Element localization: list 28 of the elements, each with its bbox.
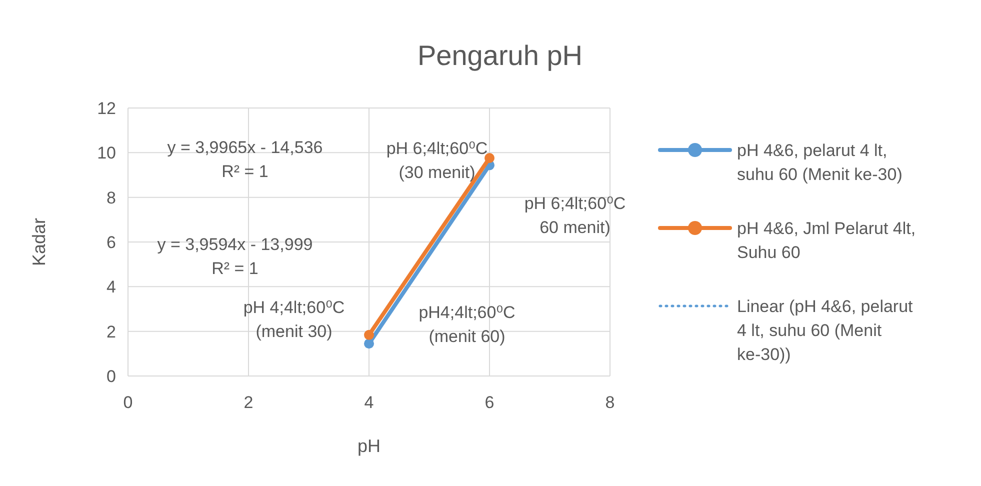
y-axis-title: Kadar [29,218,49,266]
y-tick-label: 8 [106,188,116,208]
annotation: pH 6;4lt;60⁰C 60 menit) [524,194,626,237]
y-tick-label: 4 [106,278,116,297]
annotation: R² = 1 [222,162,268,181]
x-tick-label: 4 [364,393,374,412]
legend-label: pH 4&6, pelarut 4 lt, suhu 60 (Menit ke-30) [737,140,902,184]
annotation: R² = 1 [212,259,258,278]
annotation: y = 3,9594x - 13,999 [157,235,313,254]
annotation: y = 3,9965x - 14,536 [167,138,323,157]
annotation: pH4;4lt;60⁰C (menit 60) [418,303,516,346]
y-tick-label: 12 [97,98,116,118]
legend-label: Linear (pH 4&6, pelarut 4 lt, suhu 60 (Menit ke-30)) [737,296,914,364]
annotation: pH 4;4lt;60⁰C (menit 30) [243,298,345,341]
legend-label: pH 4&6, Jml Pelarut 4lt, Suhu 60 [737,218,916,262]
y-tick-label: 10 [97,144,116,163]
x-tick-label: 8 [605,393,615,412]
point [364,330,374,340]
y-tick-label: 2 [106,322,116,342]
y-tick-label: 0 [106,366,116,386]
chart-title: Pengaruh pH [417,40,583,71]
x-tick-label: 2 [244,393,254,412]
point [364,338,374,349]
annotation: pH 6;4lt;60⁰C (30 menit) [386,139,488,182]
x-tick-label: 0 [123,393,133,412]
x-tick-label: 6 [484,393,494,412]
x-axis-title: pH [357,436,381,456]
y-tick-label: 6 [106,232,116,252]
